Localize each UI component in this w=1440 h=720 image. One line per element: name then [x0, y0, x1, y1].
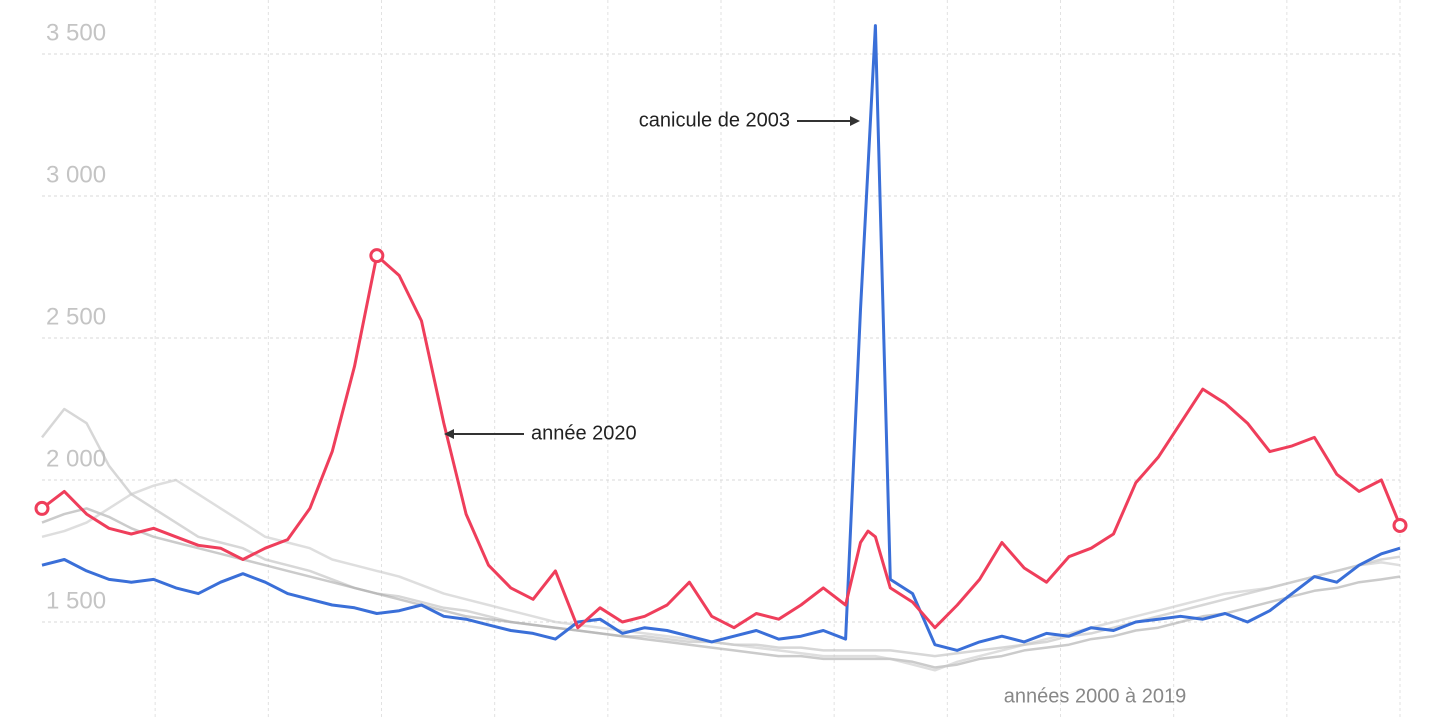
series-line [41, 478, 1401, 672]
annotation: canicule de 2003 [639, 109, 790, 131]
series-line [41, 24, 1401, 652]
y-tick-label: 3 500 [46, 19, 106, 46]
y-tick-label: 2 500 [46, 303, 106, 330]
arrow-head [444, 429, 454, 439]
lines [34, 24, 1408, 672]
annotation: année 2020 [531, 422, 637, 444]
y-tick-label: 3 000 [46, 161, 106, 188]
point-marker [34, 500, 50, 516]
y-tick-label: 2 000 [46, 445, 106, 472]
y-tick-label: 1 500 [46, 587, 106, 614]
point-marker [369, 248, 385, 264]
annotation-canicule: canicule de 2003 [639, 109, 860, 131]
series-line [41, 254, 1402, 630]
arrow-head [850, 116, 860, 126]
series-line [41, 407, 1401, 658]
grid: 1 500 2 000 2 500 3 000 3 500 [42, 0, 1401, 720]
series-line [41, 507, 1401, 669]
point-marker [1392, 517, 1408, 533]
annotation-2020: année 2020 [444, 422, 637, 444]
annotation: années 2000 à 2019 [1004, 685, 1186, 707]
